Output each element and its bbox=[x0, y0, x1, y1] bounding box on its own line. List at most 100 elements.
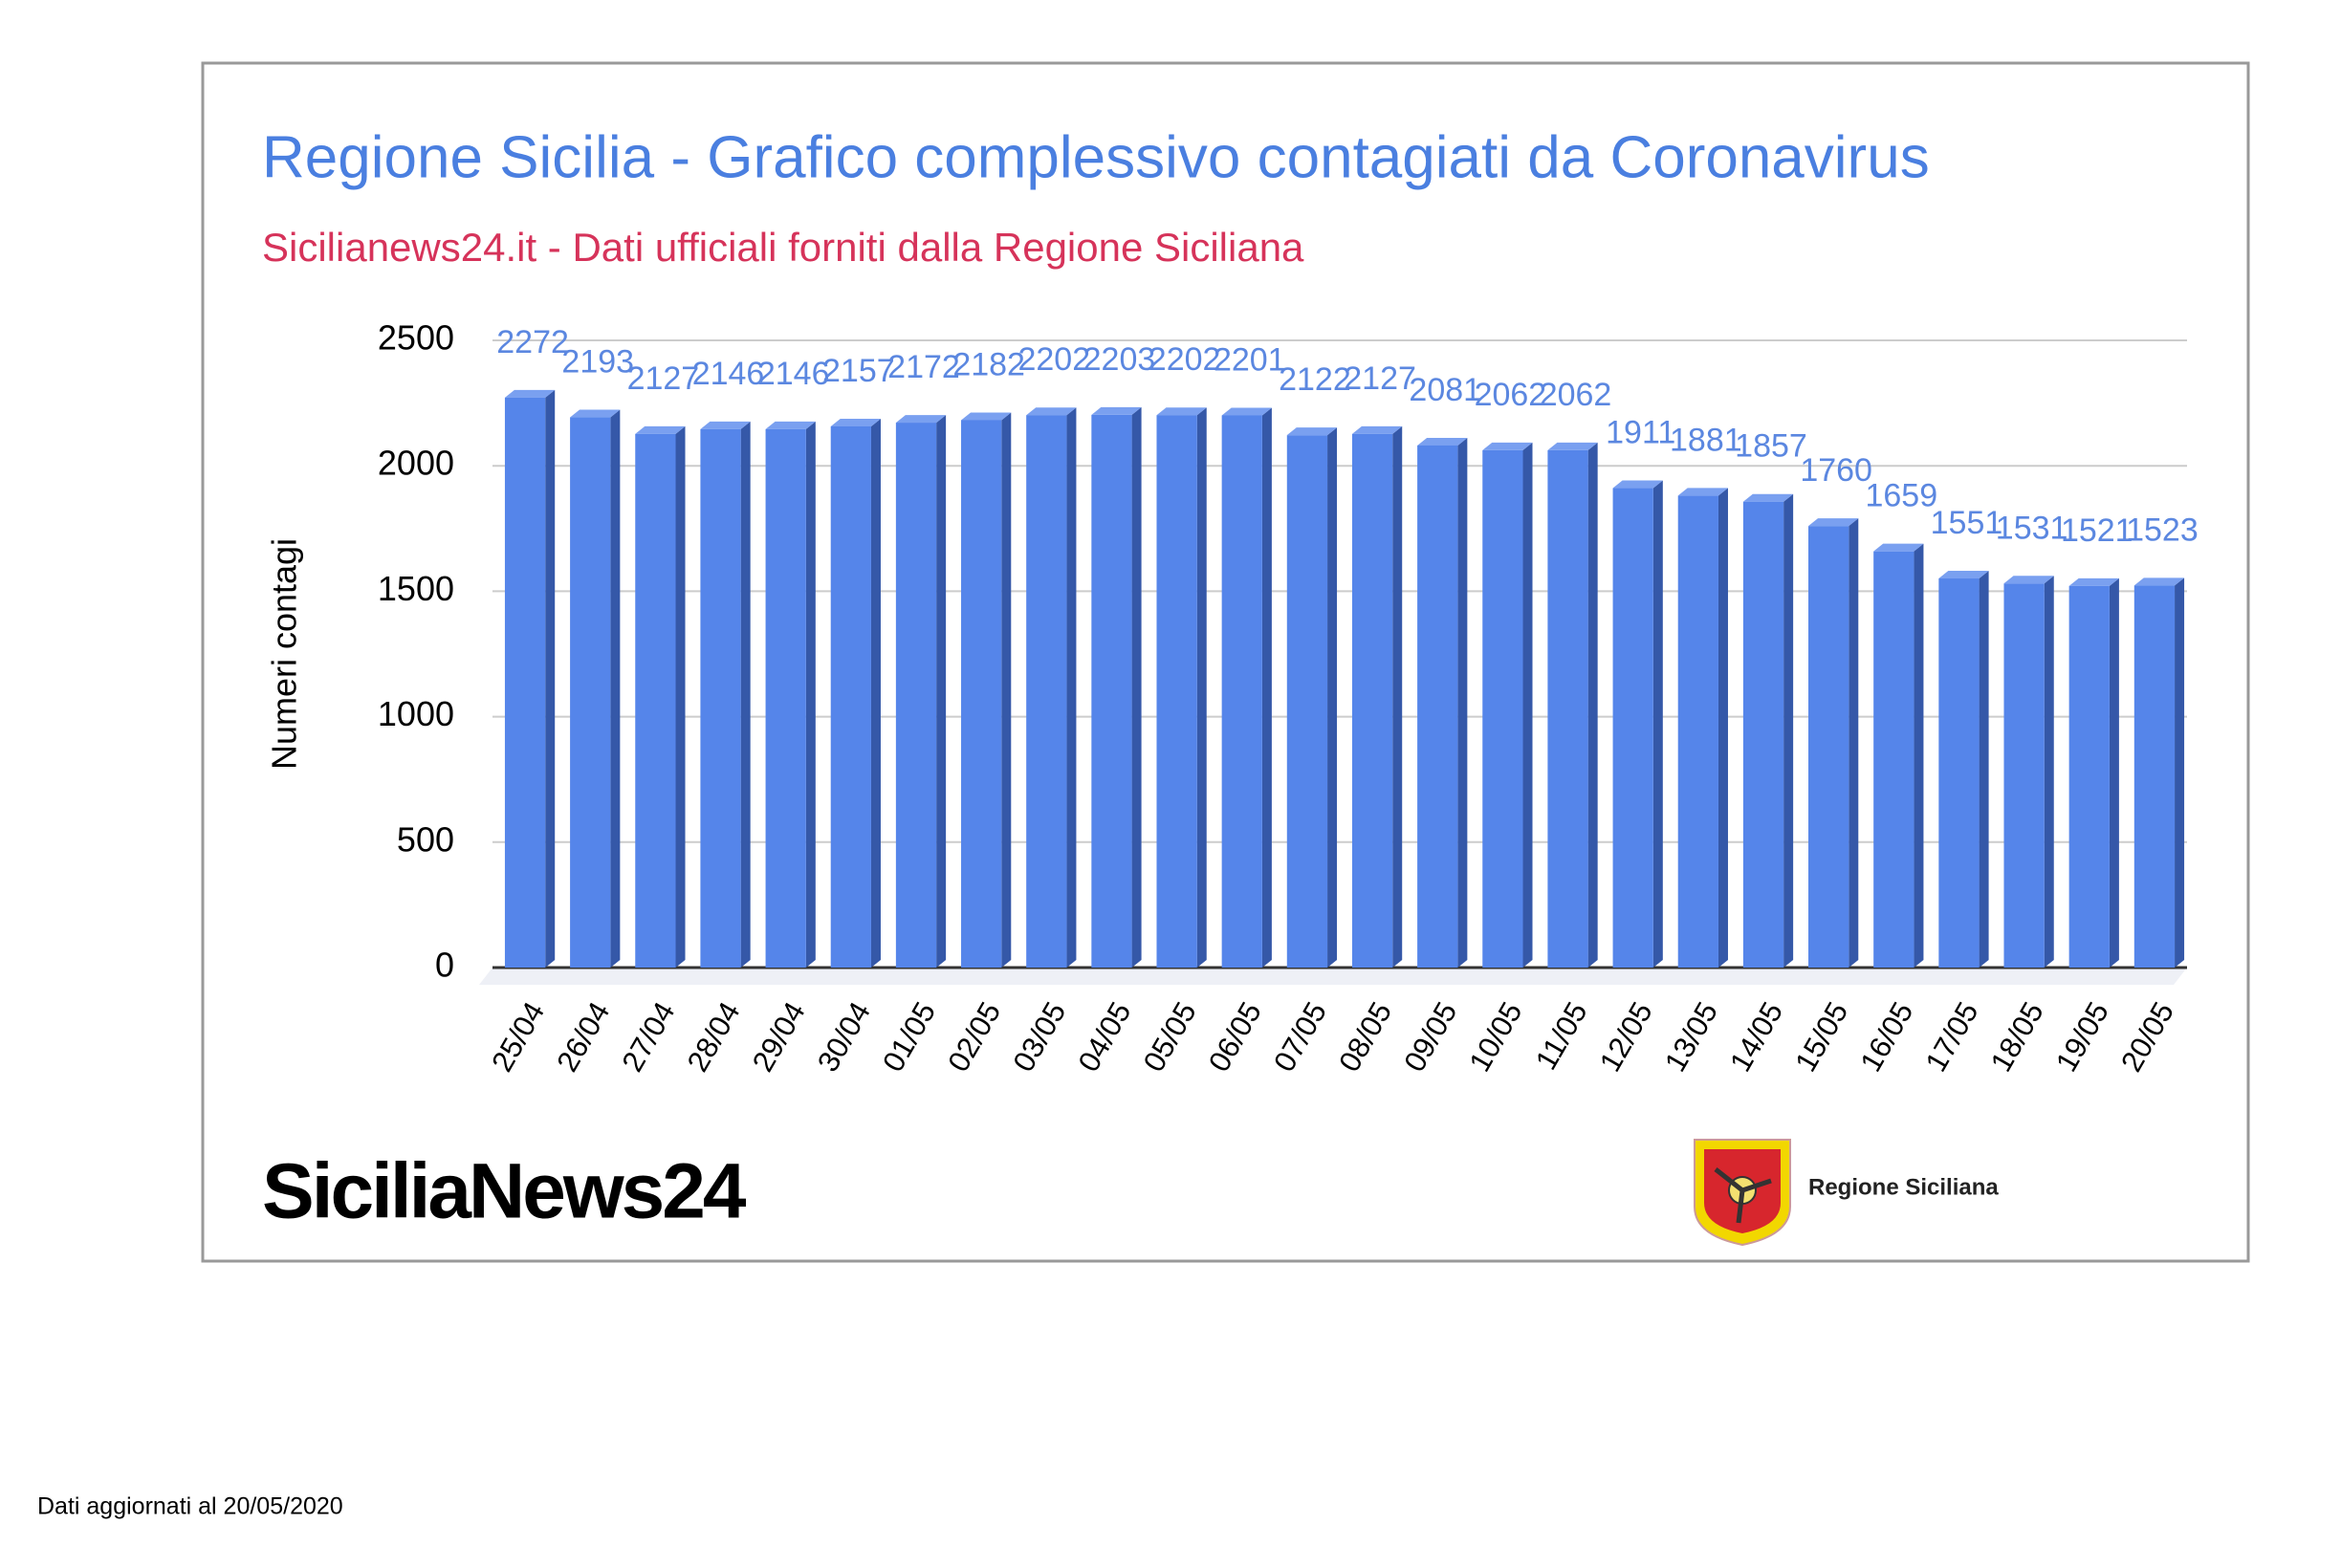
bar-top bbox=[504, 389, 556, 398]
bar-top bbox=[2003, 576, 2054, 584]
bar bbox=[1286, 435, 1328, 968]
chart-title: Regione Sicilia - Grafico complessivo co… bbox=[262, 124, 1930, 190]
data-label: 2201 bbox=[1214, 341, 1286, 378]
bar-top bbox=[1221, 407, 1272, 416]
bar-top bbox=[1808, 518, 1859, 527]
bar-top bbox=[1742, 493, 1794, 502]
bar-side bbox=[1131, 406, 1142, 968]
bar bbox=[1482, 449, 1523, 968]
bar-side bbox=[1196, 407, 1207, 968]
bar-top bbox=[1612, 480, 1663, 489]
bar bbox=[961, 420, 1002, 968]
bar-top bbox=[1417, 437, 1468, 446]
bar bbox=[700, 428, 741, 968]
y-axis-label: Numeri contagi bbox=[265, 538, 304, 770]
bar bbox=[1417, 445, 1458, 969]
bar bbox=[1742, 501, 1784, 968]
footer-note: Dati aggiornati al 20/05/2020 bbox=[37, 1493, 343, 1520]
data-label: 2127 bbox=[1344, 360, 1416, 397]
bar-top bbox=[1547, 442, 1598, 450]
bar-side bbox=[2109, 577, 2119, 968]
bar bbox=[2068, 585, 2110, 968]
bar bbox=[570, 417, 611, 969]
bar-side bbox=[870, 419, 881, 969]
data-label: 2272 bbox=[496, 324, 569, 360]
data-label: 1659 bbox=[1865, 478, 1937, 514]
data-label: 1911 bbox=[1606, 415, 1675, 451]
bar-top bbox=[635, 425, 686, 434]
bar-top bbox=[700, 421, 751, 429]
y-tick-label: 1500 bbox=[378, 569, 454, 608]
data-label: 1523 bbox=[2126, 512, 2199, 548]
bar-side bbox=[805, 421, 816, 968]
data-label: 2202 bbox=[1017, 341, 1090, 378]
bar bbox=[830, 426, 871, 969]
data-label: 1551 bbox=[1931, 505, 2003, 541]
y-tick-label: 2000 bbox=[378, 444, 454, 483]
bar bbox=[1091, 414, 1132, 968]
bar-top bbox=[1026, 407, 1077, 416]
data-label: 2182 bbox=[952, 346, 1025, 382]
bar-top bbox=[1091, 406, 1142, 415]
bar-top bbox=[1873, 543, 1924, 552]
bar-side bbox=[545, 389, 556, 968]
data-label: 1531 bbox=[1996, 510, 2068, 546]
data-label: 2202 bbox=[1149, 341, 1221, 378]
bar-side bbox=[1587, 442, 1598, 968]
bar bbox=[1612, 488, 1653, 968]
bar-top bbox=[1286, 427, 1338, 436]
y-tick-label: 2500 bbox=[378, 318, 454, 358]
bar-side bbox=[1652, 480, 1663, 968]
data-label: 1881 bbox=[1670, 422, 1742, 458]
bar-top bbox=[765, 421, 816, 429]
data-label: 2172 bbox=[887, 349, 960, 385]
data-label: 2062 bbox=[1540, 377, 1612, 413]
y-tick-label: 500 bbox=[397, 819, 454, 859]
bar-side bbox=[1979, 571, 1989, 968]
region-shield bbox=[1694, 1139, 1791, 1247]
y-tick-label: 0 bbox=[435, 946, 454, 985]
bar-side bbox=[1522, 442, 1533, 968]
data-label: 2193 bbox=[561, 344, 634, 381]
bar-side bbox=[675, 425, 686, 968]
bar bbox=[895, 423, 937, 968]
chart-subtitle: Sicilianews24.it - Dati ufficiali fornit… bbox=[262, 225, 1304, 270]
data-label: 2146 bbox=[692, 356, 765, 392]
bar-side bbox=[1392, 425, 1403, 968]
logo-left: SiciliaNews24 bbox=[262, 1148, 747, 1235]
bar bbox=[1938, 578, 1980, 968]
bar-side bbox=[2175, 577, 2185, 968]
bar bbox=[635, 433, 676, 968]
bar-side bbox=[610, 409, 621, 969]
bar-top bbox=[1351, 425, 1403, 434]
bar-side bbox=[740, 421, 751, 968]
data-label: 2203 bbox=[1083, 341, 1156, 378]
data-label: 1760 bbox=[1800, 452, 1872, 489]
bar-side bbox=[1849, 518, 1859, 968]
bar-side bbox=[2044, 576, 2054, 968]
data-label: 2146 bbox=[757, 356, 830, 392]
bar-top bbox=[1482, 442, 1533, 450]
bar-top bbox=[895, 415, 947, 424]
bar-side bbox=[1327, 427, 1338, 968]
bar-top bbox=[830, 419, 881, 427]
data-label: 1857 bbox=[1735, 428, 1807, 465]
bar-side bbox=[1066, 407, 1077, 968]
bar-side bbox=[1001, 412, 1012, 968]
floor bbox=[479, 968, 2187, 985]
bar-side bbox=[1783, 493, 1794, 968]
bar bbox=[1156, 415, 1197, 968]
bar bbox=[765, 428, 806, 968]
bar-top bbox=[961, 412, 1012, 421]
data-label: 2062 bbox=[1475, 377, 1547, 413]
bar bbox=[2133, 585, 2176, 968]
bar-top bbox=[2133, 577, 2185, 586]
bar-top bbox=[1677, 488, 1728, 496]
data-label: 2127 bbox=[627, 360, 700, 397]
bar-side bbox=[1914, 543, 1924, 968]
bar-top bbox=[2068, 577, 2119, 586]
bar-side bbox=[936, 415, 947, 968]
bar-top bbox=[570, 409, 621, 418]
bar-side bbox=[1457, 437, 1468, 969]
